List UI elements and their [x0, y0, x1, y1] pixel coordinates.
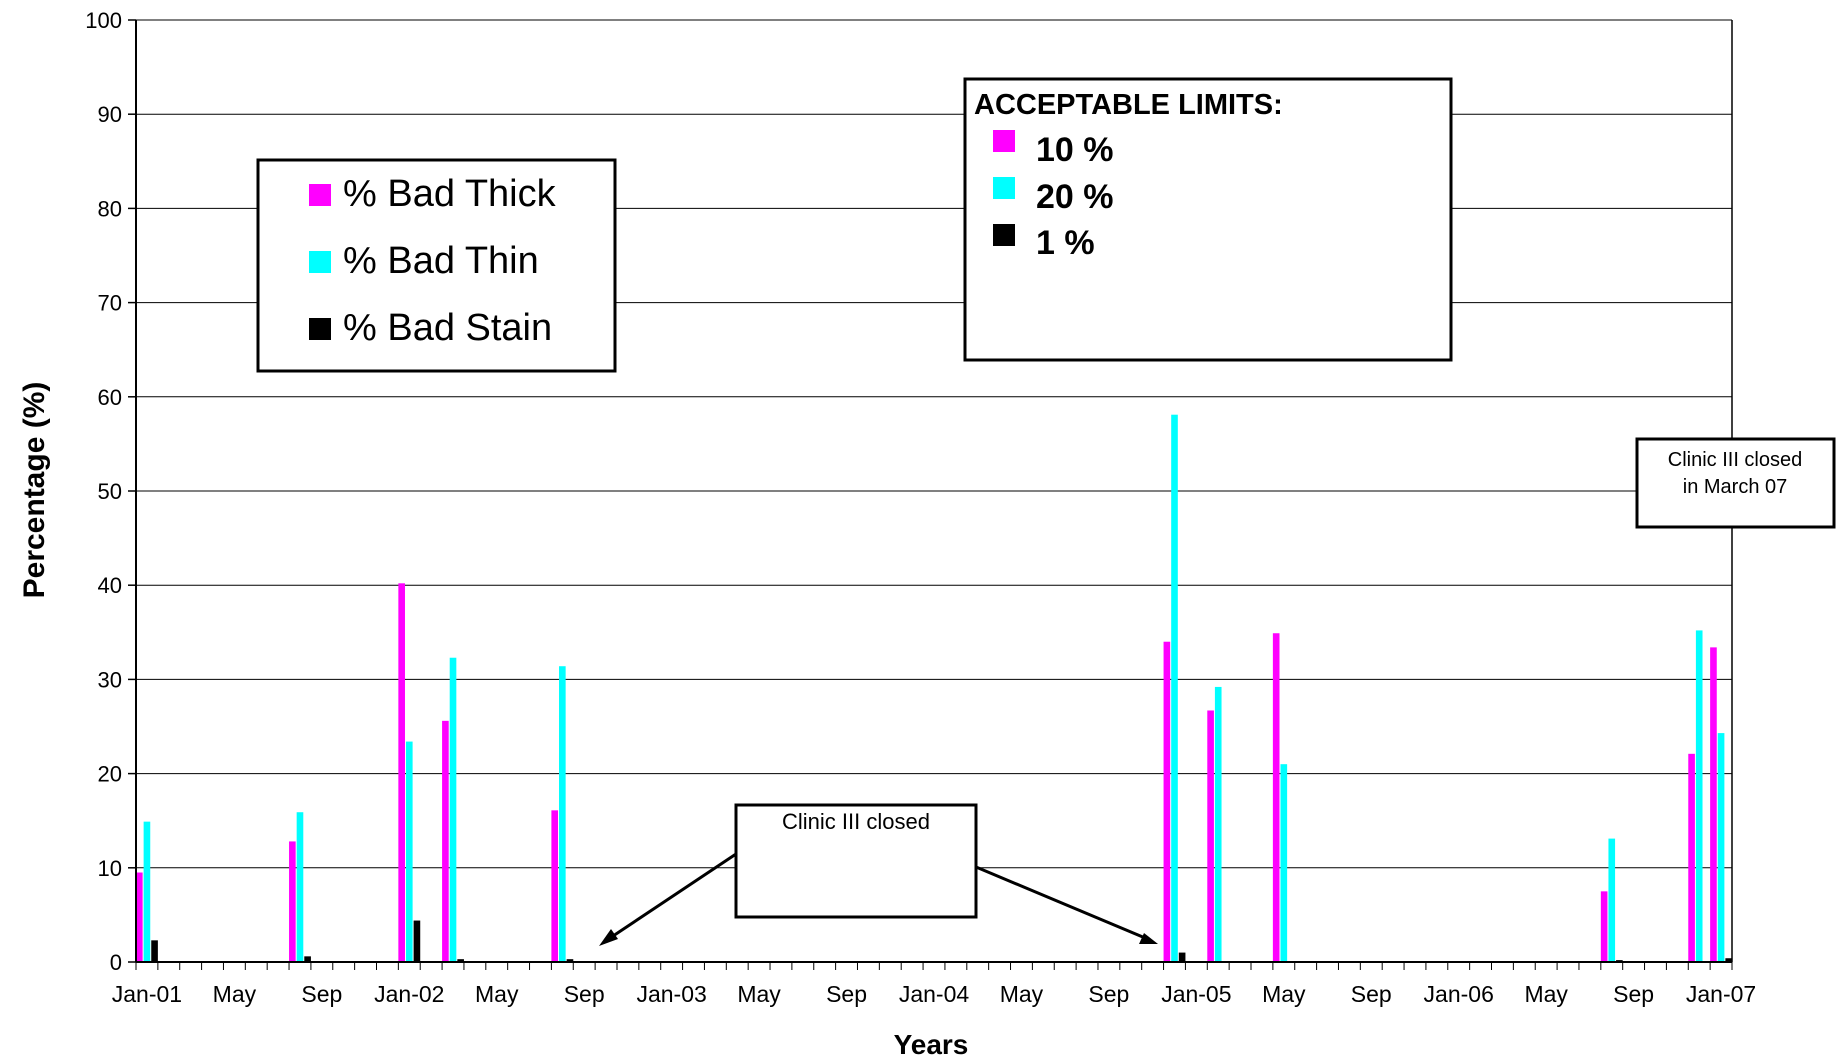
- bar-thin: [1214, 686, 1222, 962]
- bar-thin: [559, 666, 566, 962]
- y-tick-label: 30: [98, 667, 122, 692]
- x-tick-label: May: [213, 981, 257, 1007]
- bar-thin: [449, 657, 457, 962]
- limits-value-thick: 10 %: [1036, 131, 1114, 169]
- bar-thin: [1717, 733, 1725, 962]
- bar-stain: [151, 940, 158, 962]
- note-line-2: in March 07: [1683, 476, 1788, 498]
- legend: % Bad Thick % Bad Thin % Bad Stain: [256, 158, 617, 373]
- bar-thin: [143, 821, 151, 962]
- bar-thin: [1608, 838, 1616, 962]
- bar-thin: [1695, 630, 1703, 962]
- bar-thick: [551, 810, 559, 962]
- annotation-closed-march: Clinic III closed in March 07: [1635, 437, 1836, 529]
- x-tick-label: Sep: [301, 981, 342, 1007]
- bars: [136, 414, 1733, 962]
- annotation-clinic-closed: Clinic III closed: [599, 803, 1158, 946]
- bar-thin: [1171, 414, 1178, 962]
- x-tick-label: Jan-02: [374, 981, 444, 1007]
- bar-stain: [413, 920, 421, 962]
- x-tick-label: May: [737, 981, 781, 1007]
- limits-value-stain: 1 %: [1036, 224, 1095, 262]
- y-tick-label: 20: [98, 762, 122, 787]
- note-line-1: Clinic III closed: [1668, 449, 1803, 471]
- bar-stain: [1178, 952, 1186, 962]
- y-tick-label: 10: [98, 856, 122, 881]
- x-tick-label: Sep: [1613, 981, 1654, 1007]
- limits-swatch-stain: [993, 224, 1015, 246]
- x-tick-labels: Jan-01 May Sep Jan-02 May Sep Jan-03 May Sep Jan-…: [112, 981, 1756, 1007]
- y-tick-label: 40: [98, 573, 122, 598]
- x-tick-label: Jan-06: [1424, 981, 1494, 1007]
- y-axis-label: Percentage (%): [18, 382, 51, 599]
- y-tick-labels: 0 10 20 30 40 50 60 70 80 90 100: [85, 8, 122, 975]
- bar-thick: [398, 583, 405, 962]
- y-tick-label: 80: [98, 196, 122, 221]
- bar-thin: [296, 812, 304, 962]
- bar-thick: [1272, 633, 1280, 962]
- y-tick-label: 0: [110, 950, 122, 975]
- bar-stain: [1725, 958, 1733, 962]
- legend-label-thick: % Bad Thick: [343, 173, 557, 215]
- callout-arrow-left: [603, 852, 737, 944]
- legend-label-stain: % Bad Stain: [343, 307, 552, 349]
- x-tick-label: Jan-03: [636, 981, 706, 1007]
- bar-thick: [1163, 641, 1171, 962]
- callout-text: Clinic III closed: [782, 809, 930, 834]
- bar-thick: [1207, 710, 1214, 962]
- y-tick-label: 50: [98, 479, 122, 504]
- grid-lines: [136, 19, 1732, 869]
- legend-swatch-thin: [309, 251, 331, 273]
- legend-swatch-stain: [309, 318, 331, 340]
- bar-stain: [304, 956, 311, 962]
- bar-thick: [136, 872, 143, 962]
- x-axis-label: Years: [894, 1029, 969, 1060]
- bar-thick: [1688, 753, 1695, 962]
- y-tick-label: 60: [98, 385, 122, 410]
- x-tick-label: Sep: [564, 981, 605, 1007]
- x-tick-label: May: [1000, 981, 1044, 1007]
- acceptable-limits-box: ACCEPTABLE LIMITS: 10 % 20 % 1 %: [963, 77, 1453, 362]
- legend-label-thin: % Bad Thin: [343, 240, 539, 282]
- x-tick-label: Sep: [1351, 981, 1392, 1007]
- y-tick-label: 70: [98, 291, 122, 316]
- callout-box: [734, 803, 978, 919]
- bar-thick: [1600, 891, 1608, 962]
- x-tick-label: Sep: [826, 981, 867, 1007]
- bar-stain: [566, 959, 574, 962]
- legend-swatch-thick: [309, 184, 331, 206]
- x-tick-label: May: [1524, 981, 1568, 1007]
- y-tick-label: 100: [85, 8, 122, 33]
- bar-thick: [1710, 647, 1717, 962]
- callout-arrowhead-left: [599, 929, 618, 946]
- note-box: [1635, 437, 1836, 529]
- limits-swatch-thin: [993, 177, 1015, 199]
- x-tick-label: Jan-05: [1161, 981, 1231, 1007]
- bar-thick: [289, 841, 296, 962]
- callout-arrow-right: [975, 865, 1151, 942]
- bar-thick: [442, 720, 449, 962]
- limits-swatch-thick: [993, 130, 1015, 152]
- x-tick-label: Jan-04: [899, 981, 970, 1007]
- x-tick-label: May: [1262, 981, 1306, 1007]
- bar-thin: [405, 741, 413, 962]
- x-tick-label: Sep: [1088, 981, 1129, 1007]
- bar-thin: [1280, 764, 1288, 962]
- limits-frame: [963, 77, 1453, 362]
- x-tick-label: Jan-07: [1686, 981, 1756, 1007]
- limits-value-thin: 20 %: [1036, 178, 1114, 216]
- bar-stain: [457, 959, 464, 962]
- callout-arrowhead-right: [1139, 933, 1158, 944]
- x-tick-label: May: [475, 981, 519, 1007]
- x-tick-label: Jan-01: [112, 981, 182, 1007]
- limits-title: ACCEPTABLE LIMITS:: [974, 89, 1283, 121]
- y-tick-label: 90: [98, 102, 122, 127]
